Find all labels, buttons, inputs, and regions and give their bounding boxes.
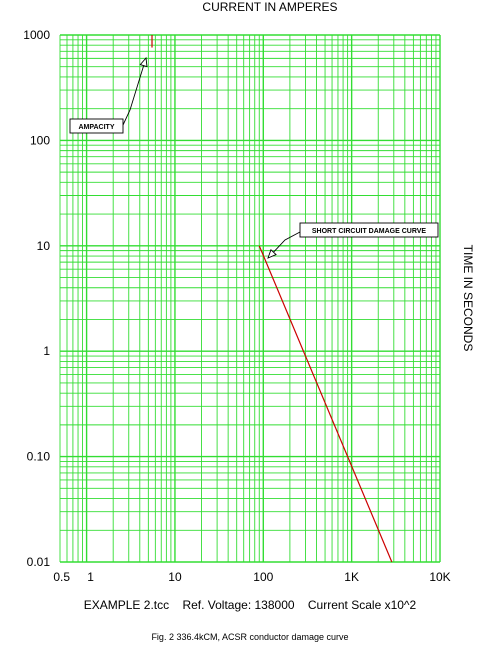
y-axis-title: TIME IN SECONDS — [461, 245, 475, 352]
series-line — [258, 245, 393, 563]
annotation-label: AMPACITY — [78, 124, 114, 131]
annotation-box — [299, 222, 439, 238]
annotation-leader — [122, 57, 147, 126]
tcc-chart: 0.5 1 10 100 1K 10K 1000 100 10 1 0.10 0.01 AMPACIT… — [23, 0, 475, 584]
y-tick-label: 100 — [30, 133, 50, 147]
figure-caption: Fig. 2 336.4kCM, ACSR conductor damage c… — [151, 632, 349, 642]
chart-info-line: EXAMPLE 2.tcc Ref. Voltage: 138000 Curre… — [83, 598, 417, 612]
x-tick-label: 1 — [87, 570, 94, 584]
x-tick-label: 0.5 — [53, 570, 70, 584]
annotation-arrowhead — [267, 248, 277, 259]
annotation-box — [69, 118, 124, 134]
x-tick-label: 1K — [344, 570, 359, 584]
x-tick-label: 10 — [168, 570, 182, 584]
y-tick-label: 0.10 — [27, 450, 51, 464]
annotation-arrowhead — [139, 56, 148, 68]
y-tick-label: 1000 — [23, 28, 50, 42]
x-axis-title: CURRENT IN AMPERES — [202, 0, 337, 14]
y-tick-label: 10 — [37, 239, 51, 253]
y-tick-label: 1 — [43, 344, 50, 358]
x-tick-label: 10K — [429, 570, 450, 584]
y-tick-label: 0.01 — [27, 555, 51, 569]
tick-labels: 0.5 1 10 100 1K 10K 1000 100 10 1 0.10 0.01 — [23, 28, 450, 584]
annotation-label: SHORT CIRCUIT DAMAGE CURVE — [312, 228, 427, 235]
series-lines — [151, 35, 393, 563]
x-tick-label: 100 — [253, 570, 273, 584]
annotations: AMPACITY SHORT CIRCUIT DAMAGE CURVE — [69, 56, 439, 259]
